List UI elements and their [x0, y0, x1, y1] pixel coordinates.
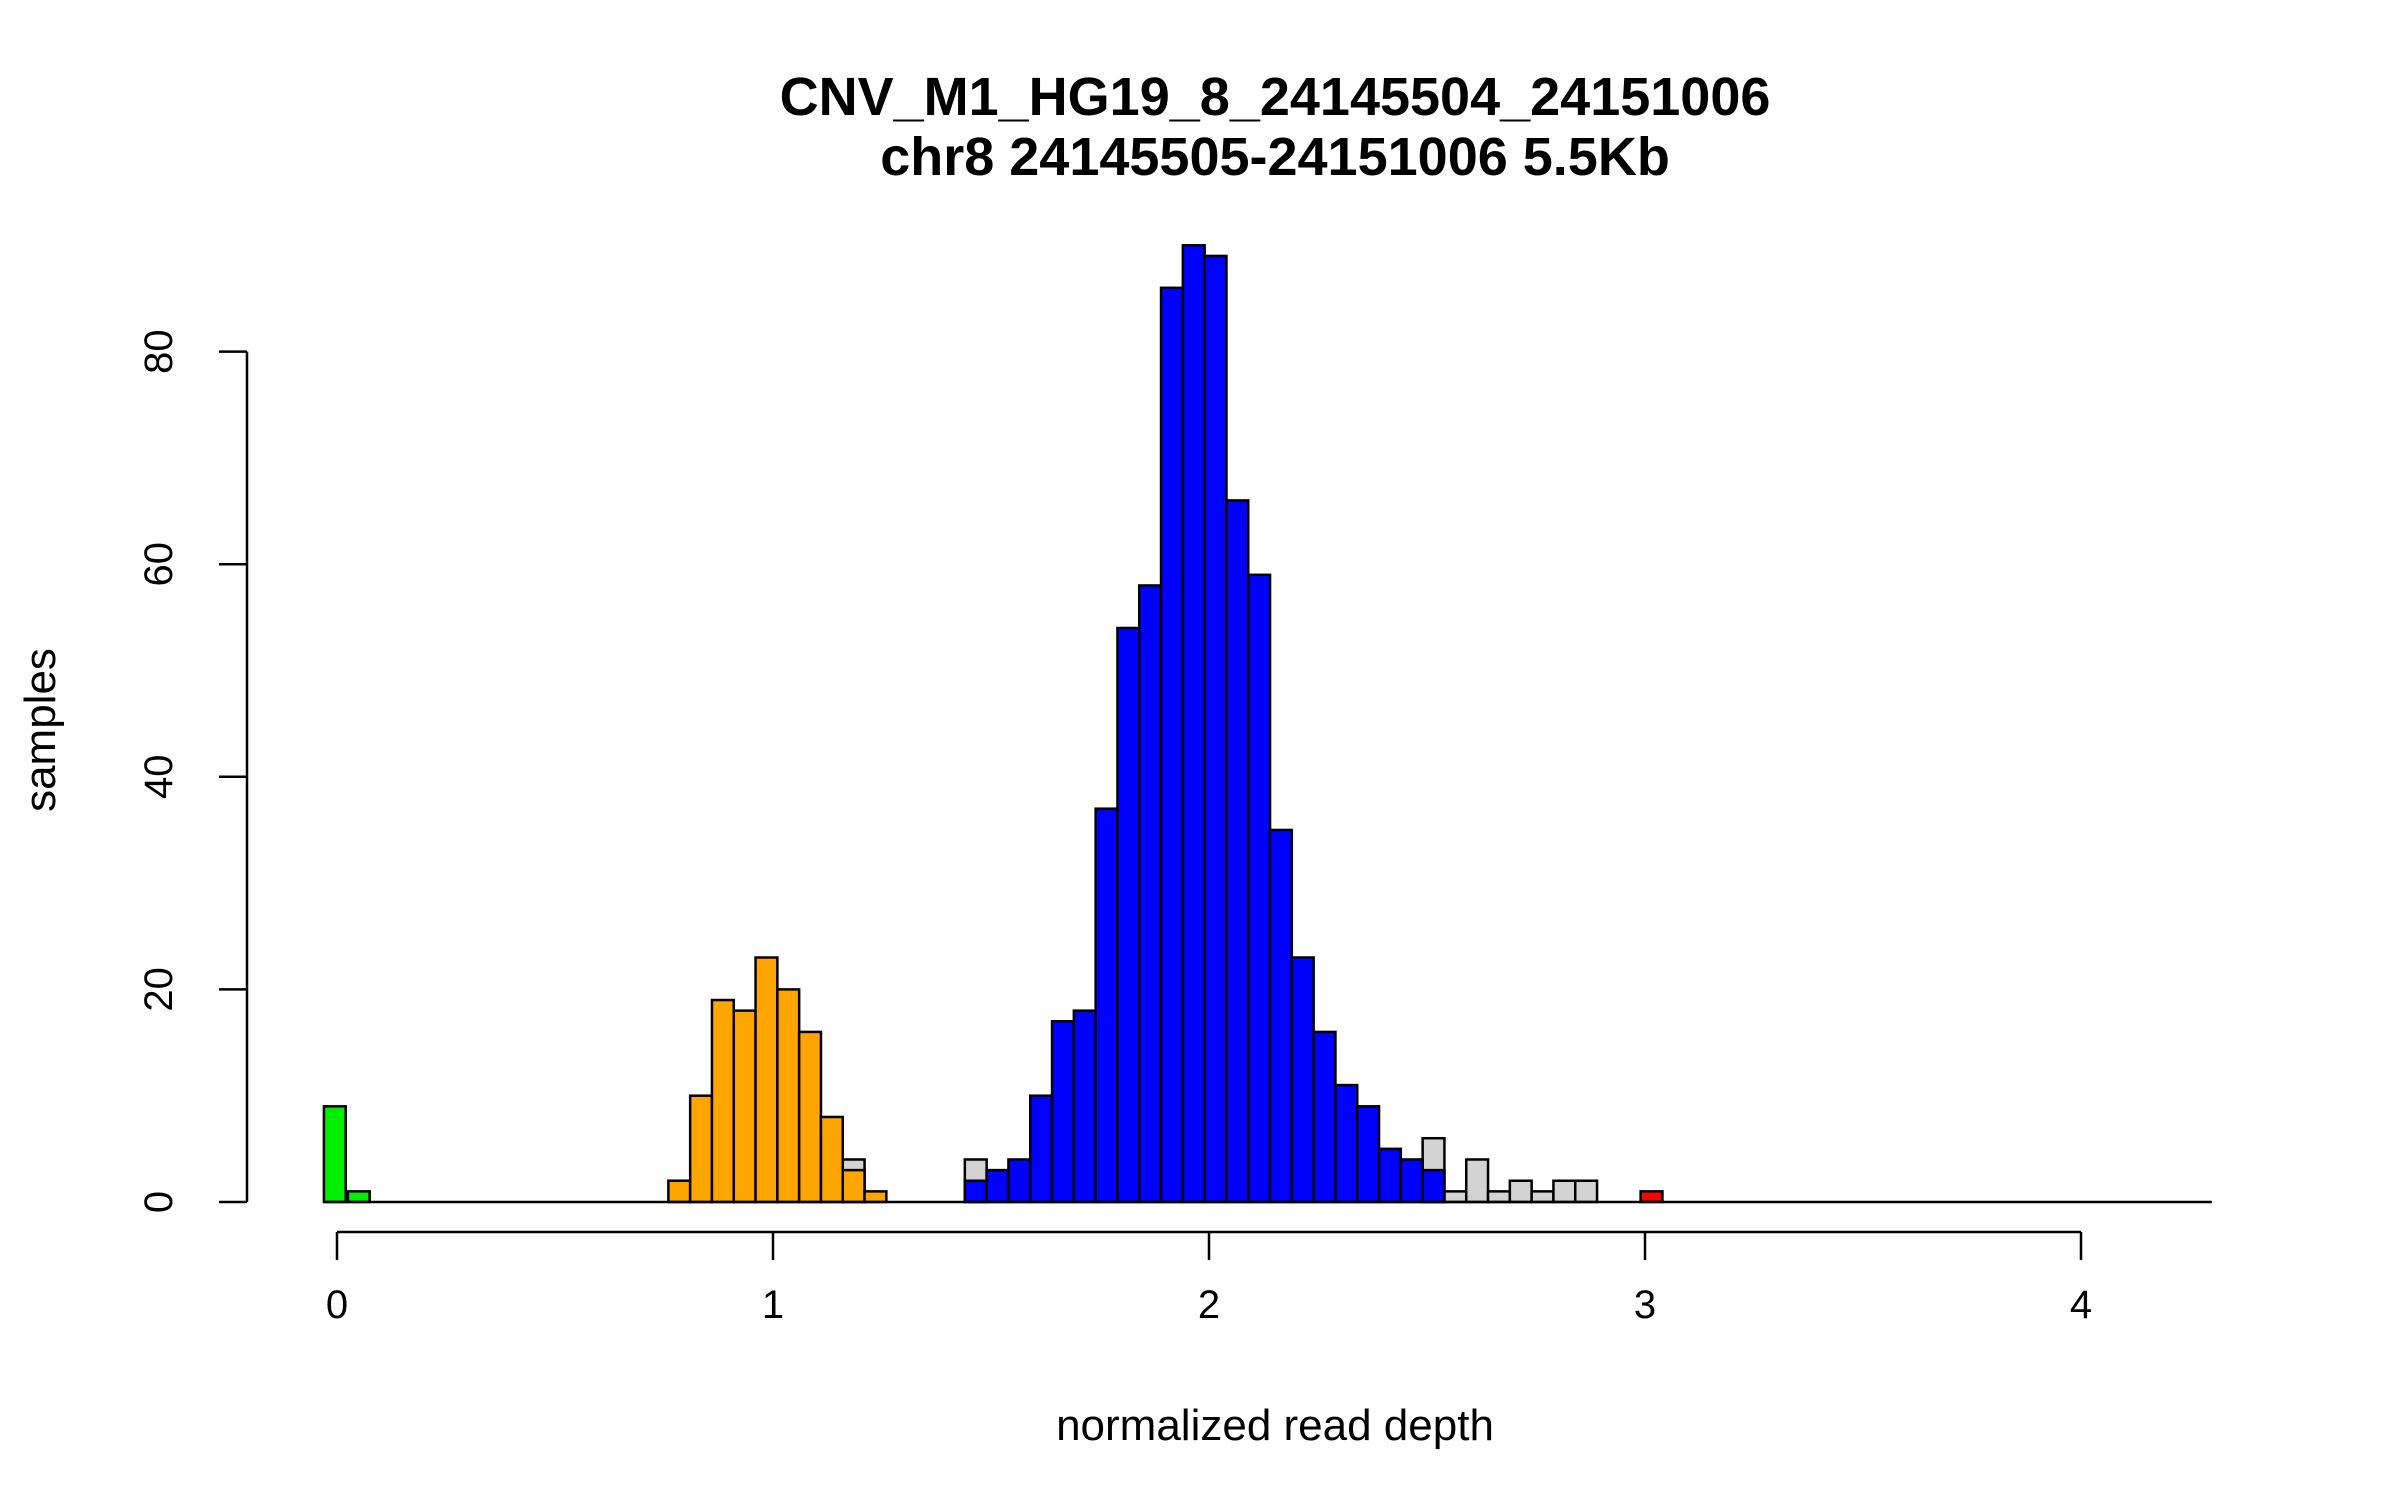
- bar-copy-number-3-0: [1639, 1190, 1664, 1204]
- chart-subtitle: chr8 24145505-24151006 5.5Kb: [880, 127, 1670, 187]
- bar-copy-number-2-7: [1116, 626, 1141, 1204]
- y-axis-label: samples: [16, 648, 65, 812]
- bar-unassigned-4: [1464, 1158, 1490, 1204]
- bar-copy-number-1-9: [863, 1190, 888, 1204]
- bar-copy-number-2-18: [1355, 1105, 1381, 1204]
- bar-copy-number-2-2: [1007, 1158, 1032, 1204]
- bar-copy-number-2-8: [1137, 584, 1163, 1204]
- bar-copy-number-1-1: [688, 1094, 714, 1204]
- bar-copy-number-1-8: [841, 1168, 866, 1204]
- y-tick-label: 20: [137, 967, 181, 1012]
- y-tick-label: 0: [137, 1191, 181, 1213]
- bar-unassigned-6: [1508, 1179, 1533, 1204]
- bar-unassigned-8: [1552, 1179, 1577, 1204]
- bar-copy-number-2-21: [1421, 1168, 1446, 1204]
- bar-copy-number-2-9: [1159, 286, 1185, 1204]
- bar-copy-number-2-15: [1290, 956, 1315, 1204]
- bar-copy-number-2-4: [1050, 1020, 1076, 1204]
- bar-copy-number-1-6: [797, 1030, 823, 1204]
- x-axis: 0 1 2 3 4: [326, 1230, 2092, 1327]
- bar-copy-number-1-5: [776, 988, 801, 1204]
- bar-copy-number-2-0: [963, 1179, 988, 1204]
- bar-unassigned-9: [1573, 1179, 1599, 1204]
- y-tick-label: 80: [137, 329, 181, 374]
- bar-unassigned-7: [1530, 1190, 1555, 1204]
- histogram-bars: [322, 244, 1664, 1204]
- bar-unassigned-5: [1486, 1190, 1512, 1204]
- x-tick-label: 1: [762, 1283, 784, 1327]
- y-tick-label: 40: [137, 755, 181, 800]
- x-tick-label: 4: [2070, 1283, 2092, 1327]
- bar-copy-number-1-2: [710, 998, 736, 1204]
- bar-copy-number-2-6: [1094, 807, 1119, 1204]
- bar-copy-number-2-11: [1203, 254, 1228, 1204]
- y-tick-label: 60: [137, 542, 181, 587]
- bar-copy-number-1-7: [819, 1115, 845, 1204]
- bar-copy-number-2-3: [1028, 1094, 1054, 1204]
- bar-copy-number-2-17: [1334, 1083, 1359, 1204]
- bar-copy-number-1-3: [732, 1009, 757, 1204]
- bar-copy-number-2-16: [1312, 1030, 1337, 1204]
- chart-title: CNV_M1_HG19_8_24145504_24151006: [780, 67, 1771, 127]
- bar-copy-number-0-1: [346, 1190, 371, 1204]
- y-axis: 0 20 40 60 80: [137, 329, 249, 1213]
- x-axis-label: normalized read depth: [1056, 1401, 1494, 1450]
- bar-copy-number-1-4: [754, 956, 779, 1204]
- bar-copy-number-2-1: [985, 1168, 1010, 1204]
- bar-unassigned-3: [1443, 1190, 1468, 1204]
- x-tick-label: 2: [1198, 1283, 1220, 1327]
- bar-copy-number-2-20: [1399, 1158, 1424, 1204]
- bar-copy-number-2-10: [1181, 244, 1206, 1204]
- bar-copy-number-2-19: [1377, 1147, 1403, 1204]
- bar-copy-number-2-5: [1072, 1009, 1097, 1204]
- bar-copy-number-0-0: [322, 1105, 347, 1204]
- bar-copy-number-2-14: [1268, 828, 1294, 1204]
- x-tick-label: 3: [1634, 1283, 1656, 1327]
- bar-copy-number-2-12: [1225, 499, 1250, 1204]
- bar-copy-number-1-0: [667, 1179, 692, 1204]
- bar-copy-number-2-13: [1246, 573, 1272, 1204]
- x-tick-label: 0: [326, 1283, 348, 1327]
